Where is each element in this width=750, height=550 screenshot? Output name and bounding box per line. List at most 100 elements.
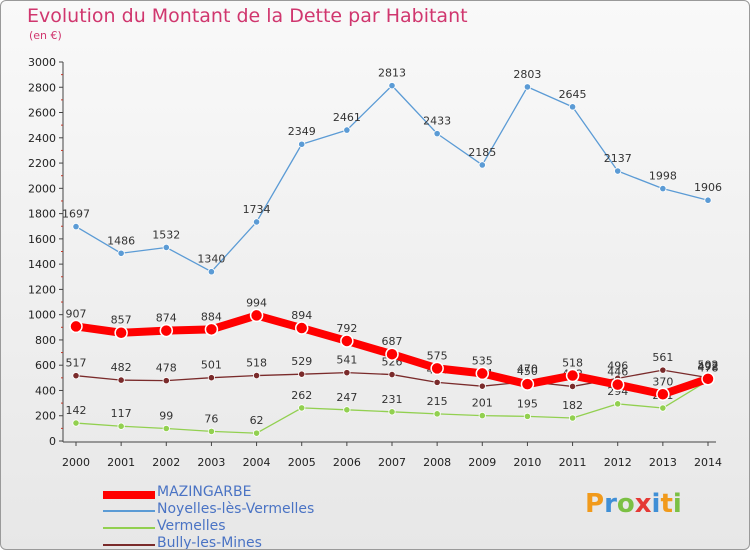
data-label-bully-les-mines: 518 [246, 357, 267, 370]
data-label-noyelles-l-s-vermelles: 2461 [333, 111, 361, 124]
data-point-mazingarbe [204, 322, 219, 337]
data-label-vermelles: 247 [336, 391, 357, 404]
y-tick-label: 800 [35, 334, 56, 347]
data-label-mazingarbe: 994 [246, 296, 267, 309]
x-tick-label: 2000 [62, 456, 90, 469]
data-point-vermelles [614, 400, 622, 408]
data-label-noyelles-l-s-vermelles: 2813 [378, 67, 406, 80]
data-label-bully-les-mines: 502 [698, 359, 719, 372]
y-tick-label: 1800 [28, 208, 56, 221]
y-tick-label: 0 [49, 435, 56, 448]
data-label-vermelles: 62 [250, 414, 264, 427]
x-tick-label: 2004 [243, 456, 271, 469]
legend-label-noyelles-l-s-vermelles: Noyelles-lès-Vermelles [157, 501, 315, 517]
data-point-noyelles-l-s-vermelles [207, 268, 216, 276]
data-label-vermelles: 478 [698, 362, 719, 375]
data-point-vermelles [207, 427, 216, 435]
data-point-noyelles-l-s-vermelles [478, 161, 486, 169]
data-point-mazingarbe [114, 325, 128, 340]
y-tick-label: 600 [35, 359, 56, 372]
data-label-bully-les-mines: 501 [201, 359, 222, 372]
data-label-noyelles-l-s-vermelles: 1998 [649, 170, 677, 183]
data-point-bully-les-mines [162, 377, 170, 385]
proxiti-logo: Proxiti [585, 489, 682, 519]
data-label-noyelles-l-s-vermelles: 2137 [604, 152, 632, 165]
data-point-vermelles [568, 414, 577, 422]
data-label-mazingarbe: 535 [472, 354, 493, 367]
y-tick-label: 1400 [28, 258, 56, 271]
data-point-vermelles [659, 404, 667, 412]
y-tick-label: 3000 [28, 56, 56, 69]
data-label-noyelles-l-s-vermelles: 1532 [152, 228, 180, 241]
y-tick-label: 1600 [28, 233, 56, 246]
data-label-mazingarbe: 874 [156, 312, 177, 325]
y-tick-label: 1200 [28, 283, 56, 296]
x-tick-label: 2006 [333, 456, 361, 469]
data-label-mazingarbe: 446 [607, 366, 628, 379]
x-tick-label: 2010 [513, 456, 541, 469]
data-point-noyelles-l-s-vermelles [162, 243, 170, 252]
data-point-vermelles [162, 424, 170, 433]
data-label-mazingarbe: 857 [111, 314, 132, 327]
data-label-noyelles-l-s-vermelles: 2185 [468, 146, 496, 159]
data-label-noyelles-l-s-vermelles: 2803 [513, 68, 541, 81]
data-point-bully-les-mines [72, 372, 80, 380]
data-point-mazingarbe [294, 321, 309, 335]
data-point-noyelles-l-s-vermelles [614, 167, 622, 175]
line-chart: 0 200 400 600 800 1000 1200 1400 1600 1800 2000 220… [28, 56, 722, 469]
y-tick-label: 2400 [28, 132, 56, 145]
data-label-noyelles-l-s-vermelles: 1734 [243, 203, 271, 216]
data-point-bully-les-mines [252, 371, 261, 380]
y-tick-label: 200 [35, 410, 56, 423]
x-tick-label: 2002 [152, 456, 180, 469]
data-point-mazingarbe [69, 319, 83, 334]
data-point-bully-les-mines [388, 370, 396, 379]
data-label-vermelles: 76 [204, 412, 218, 425]
data-point-bully-les-mines [478, 382, 486, 390]
legend-swatch-noyelles-l-s-vermelles [103, 510, 155, 512]
legend-label-mazingarbe: MAZINGARBE [157, 484, 252, 500]
data-label-bully-les-mines: 482 [111, 361, 132, 374]
data-point-noyelles-l-s-vermelles [117, 249, 125, 257]
data-label-noyelles-l-s-vermelles: 1697 [62, 208, 90, 221]
data-point-bully-les-mines [298, 370, 306, 378]
data-point-mazingarbe [340, 334, 354, 348]
data-point-mazingarbe [520, 377, 535, 391]
data-point-noyelles-l-s-vermelles [388, 82, 396, 90]
data-label-noyelles-l-s-vermelles: 1340 [197, 253, 225, 266]
y-tick-label: 2800 [28, 81, 56, 94]
x-tick-label: 2001 [107, 456, 135, 469]
data-label-bully-les-mines: 529 [291, 355, 312, 368]
data-point-vermelles [252, 429, 261, 437]
logo-letter: o [616, 489, 635, 519]
x-tick-label: 2005 [288, 456, 316, 469]
data-point-noyelles-l-s-vermelles [659, 184, 667, 193]
data-point-vermelles [72, 419, 80, 427]
legend-swatch-mazingarbe [103, 491, 155, 499]
data-label-bully-les-mines: 541 [336, 354, 357, 367]
data-label-vermelles: 142 [66, 404, 87, 417]
x-tick-label: 2012 [604, 456, 632, 469]
data-label-mazingarbe: 907 [66, 307, 87, 320]
data-label-mazingarbe: 518 [562, 357, 583, 370]
data-point-bully-les-mines [659, 366, 667, 374]
y-tick-label: 1000 [28, 309, 56, 322]
y-tick-label: 2000 [28, 182, 56, 195]
data-label-vermelles: 99 [159, 409, 173, 422]
data-label-vermelles: 182 [562, 399, 583, 412]
x-tick-label: 2013 [649, 456, 677, 469]
data-point-bully-les-mines [568, 382, 577, 391]
data-label-mazingarbe: 884 [201, 310, 222, 323]
logo-letter: r [604, 489, 617, 519]
data-label-vermelles: 215 [427, 395, 448, 408]
logo-letter: t [660, 489, 673, 519]
data-point-noyelles-l-s-vermelles [523, 83, 532, 91]
legend-swatch-bully-les-mines [103, 544, 155, 546]
data-label-vermelles: 262 [291, 389, 312, 402]
data-label-mazingarbe: 687 [382, 335, 403, 348]
data-point-noyelles-l-s-vermelles [704, 196, 712, 204]
data-label-noyelles-l-s-vermelles: 1486 [107, 234, 135, 247]
data-point-mazingarbe [475, 366, 490, 381]
data-point-mazingarbe [385, 347, 399, 361]
